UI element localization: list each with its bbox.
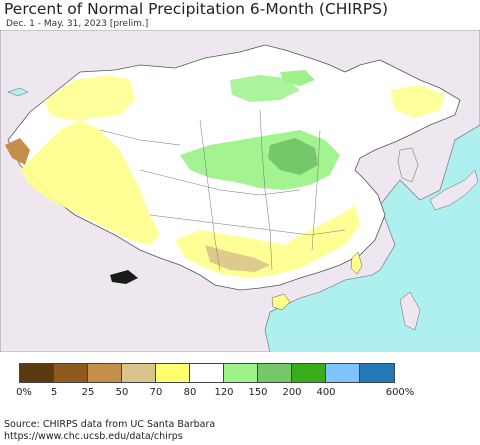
wetter-central [268,138,318,175]
legend-label: 5 [50,387,58,398]
legend-bar [19,363,395,383]
legend-swatch [156,364,190,382]
legend-swatch [224,364,258,382]
dry-west [20,120,160,245]
legend-label: 50 [115,387,129,398]
legend-label: 120 [214,387,234,398]
source-line-1: Source: CHIRPS data from UC Santa Barbar… [4,419,216,430]
legend-label: 150 [248,387,268,398]
legend-swatch [20,364,54,382]
philippines [399,291,421,331]
wet-north [230,75,300,102]
map-title: Percent of Normal Precipitation 6-Month … [4,0,388,18]
dark-dry-bangladesh [110,270,138,284]
lake-balkhash [7,87,29,97]
legend-swatch [360,364,394,382]
very-dry-southwest [205,245,270,272]
wet-northeast [280,70,315,86]
legend-label: 0% [16,387,32,398]
hainan [271,293,291,311]
legend-swatch [190,364,224,382]
legend-swatch [292,364,326,382]
source-credit: Source: CHIRPS data from UC Santa Barbar… [4,419,215,443]
dry-northwest [45,75,135,120]
legend-swatch [88,364,122,382]
legend-swatch [258,364,292,382]
korea [397,147,419,183]
legend-label: 400 [316,387,336,398]
map-svg [0,30,480,352]
legend-swatch [54,364,88,382]
very-dry-west [5,138,30,165]
legend-label: 70 [149,387,163,398]
province-borders [99,109,346,271]
legend-label: 80 [183,387,197,398]
japan [429,169,479,211]
legend-label: 25 [81,387,95,398]
legend-label: 200 [282,387,302,398]
legend-swatch [122,364,156,382]
precipitation-map [0,30,480,352]
taiwan [350,251,363,275]
legend-swatch [326,364,360,382]
map-subtitle: Dec. 1 - May. 31, 2023 [prelim.] [6,19,149,29]
legend-label: 600% [385,387,415,398]
source-line-2: https://www.chc.ucsb.edu/data/chirps [4,431,183,442]
dry-northeast [390,85,445,118]
